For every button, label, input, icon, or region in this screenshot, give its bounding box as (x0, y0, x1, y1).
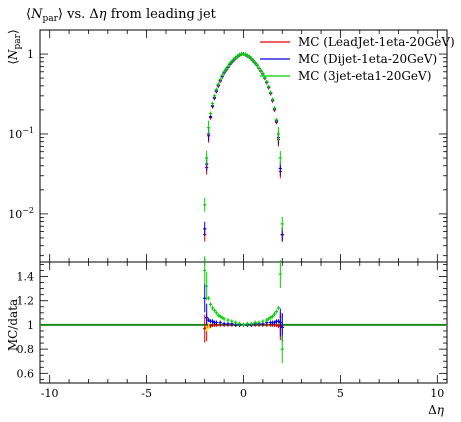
xlabel-delta: Δ (428, 403, 437, 417)
ratio-y-tick-label: 1 (27, 319, 34, 332)
main-y-axis-label: ⟨Npar⟩ (6, 29, 23, 64)
x-axis-label: Δη (428, 403, 445, 417)
legend-entry-3jet: MC (3jet-eta1-20GeV) (260, 69, 431, 83)
title-N-symbol: N (30, 7, 43, 22)
x-tick-label: 0 (240, 387, 247, 400)
main-data-series (203, 52, 284, 242)
series-2 (203, 52, 284, 231)
ratio-y-tick-label: 1.2 (17, 295, 35, 308)
legend-entry-leadjet: MC (LeadJet-1eta-20GeV) (260, 35, 455, 49)
main-y-tick-label: 1 (27, 48, 34, 61)
ratio-extra-points-0 (205, 323, 210, 332)
legend-label-dijet: MC (Dijet-1eta-20GeV) (298, 52, 437, 66)
ylabel-subscript: par (13, 33, 23, 49)
ratio-y-tick-label: 1.4 (17, 271, 35, 284)
title-subscript: par (42, 14, 58, 24)
series-1 (203, 52, 284, 242)
legend-label-leadjet: MC (LeadJet-1eta-20GeV) (298, 35, 455, 49)
main-x-ticks (49, 30, 438, 262)
ratio-data-series (203, 256, 284, 364)
legend-label-3jet: MC (3jet-eta1-20GeV) (298, 69, 431, 83)
x-tick-label: -10 (41, 387, 59, 400)
title-rest: ⟩ vs. Δ (58, 7, 99, 22)
ratio-series-2 (203, 256, 284, 364)
ratio-y-axis-label: MC/data (6, 299, 20, 351)
title-tail: from leading jet (107, 7, 217, 22)
ylabel-N-symbol: N (6, 49, 20, 61)
x-tick-label: 10 (430, 387, 444, 400)
title-eta-symbol: η (99, 7, 107, 22)
ratio-ticks: 0.6 0.8 1 1.2 1.4 -10 -5 0 5 10 (17, 262, 447, 400)
ratio-series-1 (203, 284, 284, 342)
main-y-tick-label: 10−2 (8, 206, 34, 221)
ratio-y-tick-label: 0.6 (17, 367, 35, 380)
x-tick-label: -5 (141, 387, 152, 400)
chart-title: ⟨Npar⟩ vs. Δη from leading jet (26, 7, 217, 24)
title-bracket-left: ⟨ (26, 7, 31, 22)
series-0 (203, 52, 284, 242)
legend-entry-dijet: MC (Dijet-1eta-20GeV) (260, 52, 437, 66)
ratio-y-tick-label: 0.8 (17, 343, 35, 356)
ylabel-bracket-left: ⟨ (6, 60, 20, 65)
main-y-tick-label: 10−1 (8, 126, 34, 141)
xlabel-eta-symbol: η (437, 403, 445, 417)
main-y-ticks: 1 10−1 10−2 (8, 29, 447, 257)
legend: MC (LeadJet-1eta-20GeV) MC (Dijet-1eta-2… (260, 35, 455, 83)
ylabel-bracket-right: ⟩ (6, 29, 20, 34)
x-tick-label: 5 (337, 387, 344, 400)
ratio-plot-frame (39, 261, 448, 384)
